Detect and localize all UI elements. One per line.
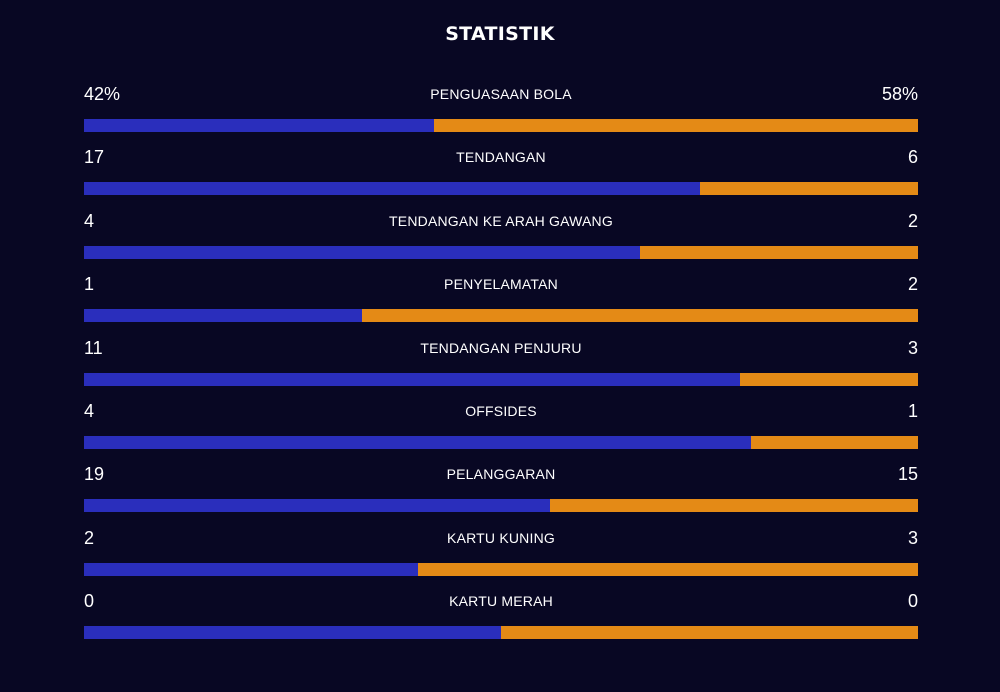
stat-row-yellow-cards: 2 KARTU KUNING 3	[84, 524, 918, 587]
away-value: 2	[907, 210, 918, 231]
stat-label: TENDANGAN	[456, 149, 546, 166]
stat-bar	[84, 182, 918, 196]
stat-row-red-cards: 0 KARTU MERAH 0	[84, 587, 918, 650]
home-bar-fill	[84, 119, 435, 132]
away-bar-fill	[751, 435, 918, 449]
stat-bar	[84, 372, 918, 386]
stats-list: 42% PENGUASAAN BOLA 58% 17 TENDANGAN 6 4…	[84, 80, 918, 651]
away-bar-fill	[417, 562, 918, 576]
away-bar-fill	[739, 372, 918, 386]
stat-row-corners: 11 TENDANGAN PENJURU 3	[84, 334, 918, 397]
away-bar-fill	[501, 626, 918, 640]
stat-label: TENDANGAN PENJURU	[420, 339, 582, 356]
home-bar-fill	[84, 309, 362, 323]
stats-title: STATISTIK	[445, 23, 555, 45]
stat-bar	[84, 562, 918, 576]
stat-bar	[84, 499, 918, 513]
away-value: 3	[907, 337, 918, 358]
stat-bar	[84, 626, 918, 640]
home-value: 4	[84, 210, 95, 231]
home-value: 11	[84, 337, 103, 358]
stat-row-saves: 1 PENYELAMATAN 2	[84, 270, 918, 333]
stat-label: PENGUASAAN BOLA	[430, 86, 572, 102]
home-value: 42%	[84, 84, 121, 104]
away-value: 2	[907, 274, 918, 295]
home-bar-fill	[84, 499, 551, 513]
stat-label: KARTU MERAH	[449, 593, 553, 610]
away-bar-fill	[434, 119, 918, 132]
home-bar-fill	[84, 182, 701, 196]
stat-row-possession: 42% PENGUASAAN BOLA 58%	[84, 80, 918, 143]
away-bar-fill	[700, 182, 918, 196]
home-value: 0	[84, 591, 95, 612]
stat-bar	[84, 435, 918, 449]
stat-label: KARTU KUNING	[447, 529, 555, 546]
stat-row-offsides: 4 OFFSIDES 1	[84, 397, 918, 460]
stat-label: PELANGGARAN	[446, 466, 556, 483]
home-bar-fill	[84, 626, 501, 640]
stat-bar	[84, 119, 918, 132]
away-value: 1	[907, 400, 918, 421]
stat-label: PENYELAMATAN	[444, 276, 558, 293]
away-bar-fill	[640, 245, 918, 259]
home-bar-fill	[84, 372, 740, 386]
stat-bar	[84, 309, 918, 323]
home-value: 1	[84, 274, 95, 295]
stat-label: OFFSIDES	[465, 402, 537, 419]
away-bar-fill	[361, 309, 918, 323]
away-value: 58%	[881, 84, 918, 104]
home-value: 4	[84, 400, 95, 421]
stat-row-shots-on-target: 4 TENDANGAN KE ARAH GAWANG 2	[84, 207, 918, 270]
home-bar-fill	[84, 562, 418, 576]
home-value: 2	[84, 527, 95, 548]
home-value: 17	[84, 147, 105, 168]
away-value: 0	[907, 591, 918, 612]
stat-row-fouls: 19 PELANGGARAN 15	[84, 460, 918, 523]
stat-bar	[84, 245, 918, 259]
home-value: 19	[84, 464, 105, 485]
stat-label: TENDANGAN KE ARAH GAWANG	[389, 212, 613, 229]
away-value: 6	[907, 147, 918, 168]
home-bar-fill	[84, 435, 752, 449]
away-bar-fill	[550, 499, 918, 513]
home-bar-fill	[84, 245, 641, 259]
away-value: 15	[897, 464, 918, 485]
away-value: 3	[907, 527, 918, 548]
stat-row-shots: 17 TENDANGAN 6	[84, 143, 918, 206]
